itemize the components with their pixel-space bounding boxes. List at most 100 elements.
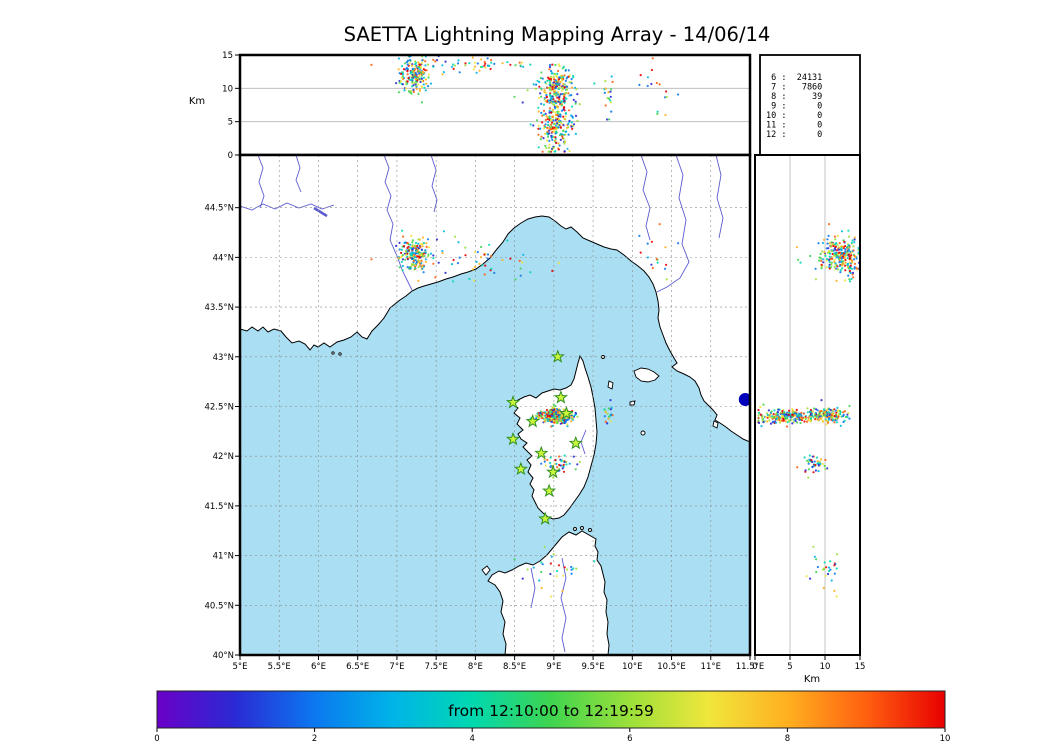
source-point — [540, 586, 543, 590]
source-point — [401, 229, 404, 232]
source-point — [552, 119, 555, 122]
source-point — [604, 80, 607, 83]
source-point — [519, 274, 522, 277]
source-point — [816, 460, 819, 463]
source-point — [819, 252, 822, 255]
source-point — [554, 414, 557, 417]
source-point — [848, 417, 851, 420]
source-point — [768, 419, 771, 422]
source-point — [814, 267, 817, 270]
source-point — [563, 117, 566, 121]
source-point — [540, 102, 543, 105]
source-point — [552, 413, 556, 416]
source-point — [578, 460, 581, 463]
colorbar-time-label: from 12:10:00 to 12:19:59 — [448, 702, 654, 720]
source-point — [418, 65, 421, 69]
source-point — [542, 411, 546, 414]
small-islands — [331, 351, 719, 576]
source-point — [551, 72, 554, 75]
source-point — [567, 133, 570, 136]
source-point — [456, 62, 460, 65]
source-point — [771, 415, 774, 418]
source-point — [805, 575, 808, 578]
right-alt-tick-label: 5 — [787, 662, 792, 672]
source-point — [850, 251, 853, 254]
top-axis-ticks: 15 10 5 0 — [222, 51, 240, 161]
source-point — [538, 85, 541, 88]
lon-tick-label: 7.5°E — [425, 662, 448, 672]
source-point — [851, 271, 855, 274]
source-point — [406, 242, 409, 245]
source-point — [557, 148, 560, 151]
source-point — [795, 408, 798, 411]
source-point — [535, 83, 538, 86]
source-point — [570, 114, 573, 117]
source-point — [401, 258, 404, 261]
source-point — [534, 87, 538, 90]
source-point — [833, 572, 836, 575]
source-point — [539, 138, 542, 141]
source-point — [665, 90, 668, 93]
source-point — [571, 127, 574, 130]
source-point — [414, 71, 417, 74]
source-point — [509, 257, 512, 260]
source-point — [837, 413, 840, 416]
source-point — [410, 74, 413, 78]
source-point — [509, 63, 512, 66]
source-point — [663, 96, 667, 99]
capraia-island — [607, 380, 614, 390]
source-point — [658, 83, 661, 86]
source-point — [795, 413, 798, 416]
source-point — [564, 69, 567, 72]
source-point — [484, 62, 487, 65]
source-point — [850, 261, 854, 264]
source-point — [554, 63, 557, 67]
source-point — [839, 269, 842, 272]
lon-tick-label: 10.5°E — [657, 662, 686, 672]
source-point — [677, 242, 680, 245]
source-point — [407, 245, 410, 248]
source-point — [849, 267, 852, 270]
source-point — [418, 88, 421, 91]
source-point — [414, 81, 417, 84]
source-point — [519, 267, 522, 270]
source-point — [563, 74, 566, 77]
colorbar-tick-label: 10 — [940, 734, 951, 744]
source-point — [549, 77, 553, 80]
source-point — [835, 421, 839, 424]
source-point — [808, 454, 811, 457]
source-point — [843, 410, 847, 413]
colorbar-tick-label: 4 — [469, 734, 474, 744]
source-point — [404, 87, 407, 90]
source-point — [557, 413, 560, 416]
source-point — [549, 572, 552, 576]
source-point — [407, 77, 410, 80]
source-point — [411, 248, 414, 251]
source-point — [468, 277, 471, 280]
source-point — [852, 258, 856, 261]
source-point — [514, 64, 517, 67]
source-point — [774, 421, 778, 424]
source-point — [424, 78, 427, 81]
source-point — [561, 67, 564, 70]
source-point — [570, 86, 574, 89]
source-point — [567, 122, 570, 126]
source-point — [417, 242, 420, 245]
source-point — [760, 425, 763, 428]
source-point — [841, 264, 844, 267]
source-point — [453, 64, 457, 67]
source-point — [834, 409, 838, 412]
source-point — [416, 244, 419, 248]
source-point — [846, 413, 849, 416]
source-point — [432, 58, 435, 61]
source-point — [559, 115, 562, 118]
top-panel-border — [238, 53, 752, 157]
source-point — [420, 259, 423, 262]
source-point — [549, 415, 552, 418]
source-point — [610, 75, 613, 78]
source-point — [551, 108, 555, 111]
lat-tick-label: 42.5°N — [204, 402, 234, 412]
source-point — [554, 94, 557, 97]
source-point — [570, 565, 573, 569]
source-point — [844, 264, 847, 267]
